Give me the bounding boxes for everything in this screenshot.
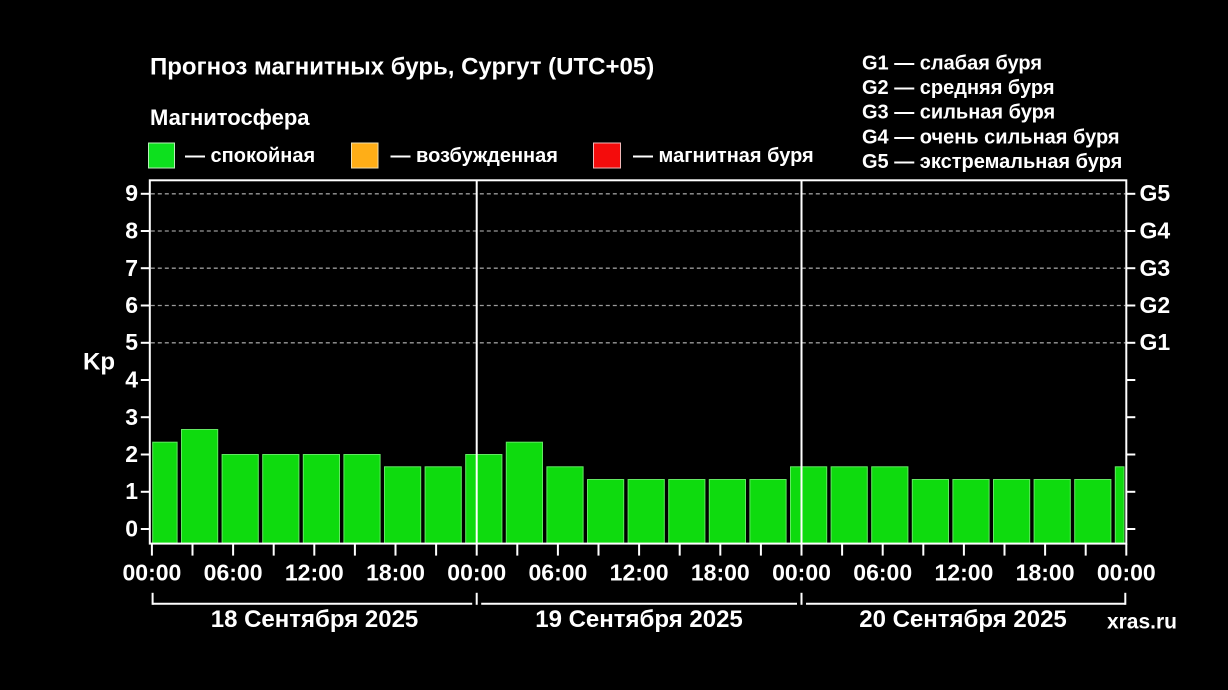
svg-text:G3: G3 (1140, 255, 1171, 281)
svg-text:19 Сентября 2025: 19 Сентября 2025 (535, 606, 743, 633)
svg-text:— магнитная буря: — магнитная буря (633, 145, 814, 167)
svg-text:20 Сентября 2025: 20 Сентября 2025 (859, 606, 1067, 633)
svg-text:Kp: Kp (83, 349, 115, 376)
svg-text:xras.ru: xras.ru (1107, 611, 1177, 634)
svg-text:12:00: 12:00 (285, 560, 344, 586)
svg-text:5: 5 (125, 329, 138, 355)
svg-text:2: 2 (125, 441, 138, 467)
svg-text:00:00: 00:00 (1097, 560, 1156, 586)
svg-text:1: 1 (125, 478, 138, 504)
svg-text:G4 — очень сильная буря: G4 — очень сильная буря (862, 126, 1120, 148)
svg-text:3: 3 (125, 404, 138, 430)
svg-text:18 Сентября 2025: 18 Сентября 2025 (211, 606, 419, 633)
svg-text:8: 8 (125, 218, 138, 244)
svg-text:G4: G4 (1140, 218, 1171, 244)
svg-text:G1 — слабая буря: G1 — слабая буря (862, 52, 1042, 74)
svg-text:12:00: 12:00 (934, 560, 993, 586)
svg-text:06:00: 06:00 (853, 560, 912, 586)
svg-text:0: 0 (125, 516, 138, 542)
svg-text:— спокойная: — спокойная (185, 145, 315, 167)
svg-text:G3 — сильная буря: G3 — сильная буря (862, 102, 1055, 124)
svg-text:— возбужденная: — возбужденная (391, 145, 558, 167)
svg-text:00:00: 00:00 (772, 560, 831, 586)
svg-text:G5 — экстремальная буря: G5 — экстремальная буря (862, 151, 1122, 173)
svg-text:6: 6 (125, 292, 138, 318)
svg-text:00:00: 00:00 (447, 560, 506, 586)
svg-text:06:00: 06:00 (528, 560, 587, 586)
svg-text:G5: G5 (1140, 180, 1171, 206)
svg-text:Магнитосфера: Магнитосфера (150, 105, 310, 130)
svg-text:18:00: 18:00 (691, 560, 750, 586)
svg-text:Прогноз магнитных бурь, Сургут: Прогноз магнитных бурь, Сургут (UTC+05) (150, 54, 654, 81)
svg-text:9: 9 (125, 180, 138, 206)
svg-text:G1: G1 (1140, 329, 1171, 355)
svg-text:7: 7 (125, 255, 138, 281)
svg-text:G2: G2 (1140, 292, 1171, 318)
svg-text:18:00: 18:00 (1016, 560, 1075, 586)
svg-text:06:00: 06:00 (204, 560, 263, 586)
svg-text:G2 — средняя буря: G2 — средняя буря (862, 77, 1055, 99)
svg-text:4: 4 (125, 367, 138, 393)
svg-text:00:00: 00:00 (122, 560, 181, 586)
svg-text:12:00: 12:00 (610, 560, 669, 586)
svg-text:18:00: 18:00 (366, 560, 425, 586)
